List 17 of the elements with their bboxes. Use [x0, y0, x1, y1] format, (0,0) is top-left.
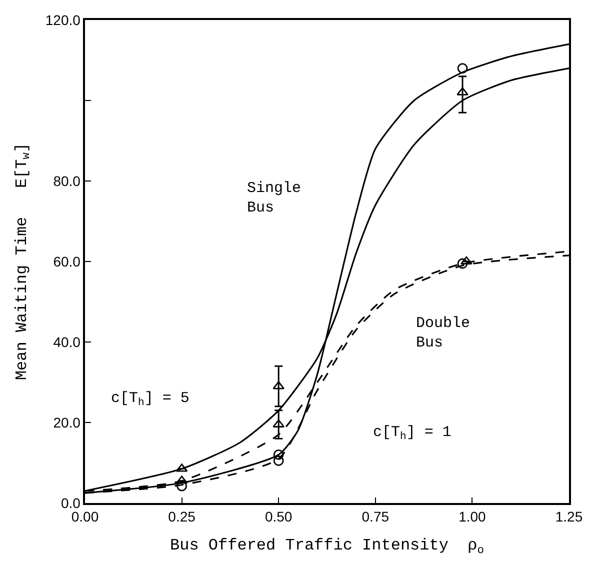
x-tick-label: 1.00: [458, 508, 486, 525]
x-tick-label: 0.75: [362, 508, 390, 525]
x-tick-label: 0.25: [168, 508, 196, 525]
annotation: Double Bus: [416, 315, 470, 352]
y-tick-label: 0.0: [60, 494, 81, 511]
x-axis-title: Bus Offered Traffic Intensity ρ$_{o}$: [170, 536, 484, 558]
y-tick-label: 40.0: [53, 334, 81, 350]
annotation: Single Bus: [247, 180, 302, 216]
x-tick-label: 0.00: [71, 508, 99, 525]
annotation: c[T$_{h}$] = 1: [373, 424, 452, 444]
y-tick-label: 20.0: [53, 414, 81, 430]
y-tick-label: 60.0: [53, 253, 81, 270]
annotation: c[T$_{h}$] = 5: [111, 390, 190, 410]
x-tick-label: 0.50: [264, 508, 292, 525]
y-tick-label: 80.0: [53, 172, 81, 189]
x-tick-label: 1.25: [555, 508, 583, 525]
y-tick-label: 120.0: [45, 12, 81, 28]
